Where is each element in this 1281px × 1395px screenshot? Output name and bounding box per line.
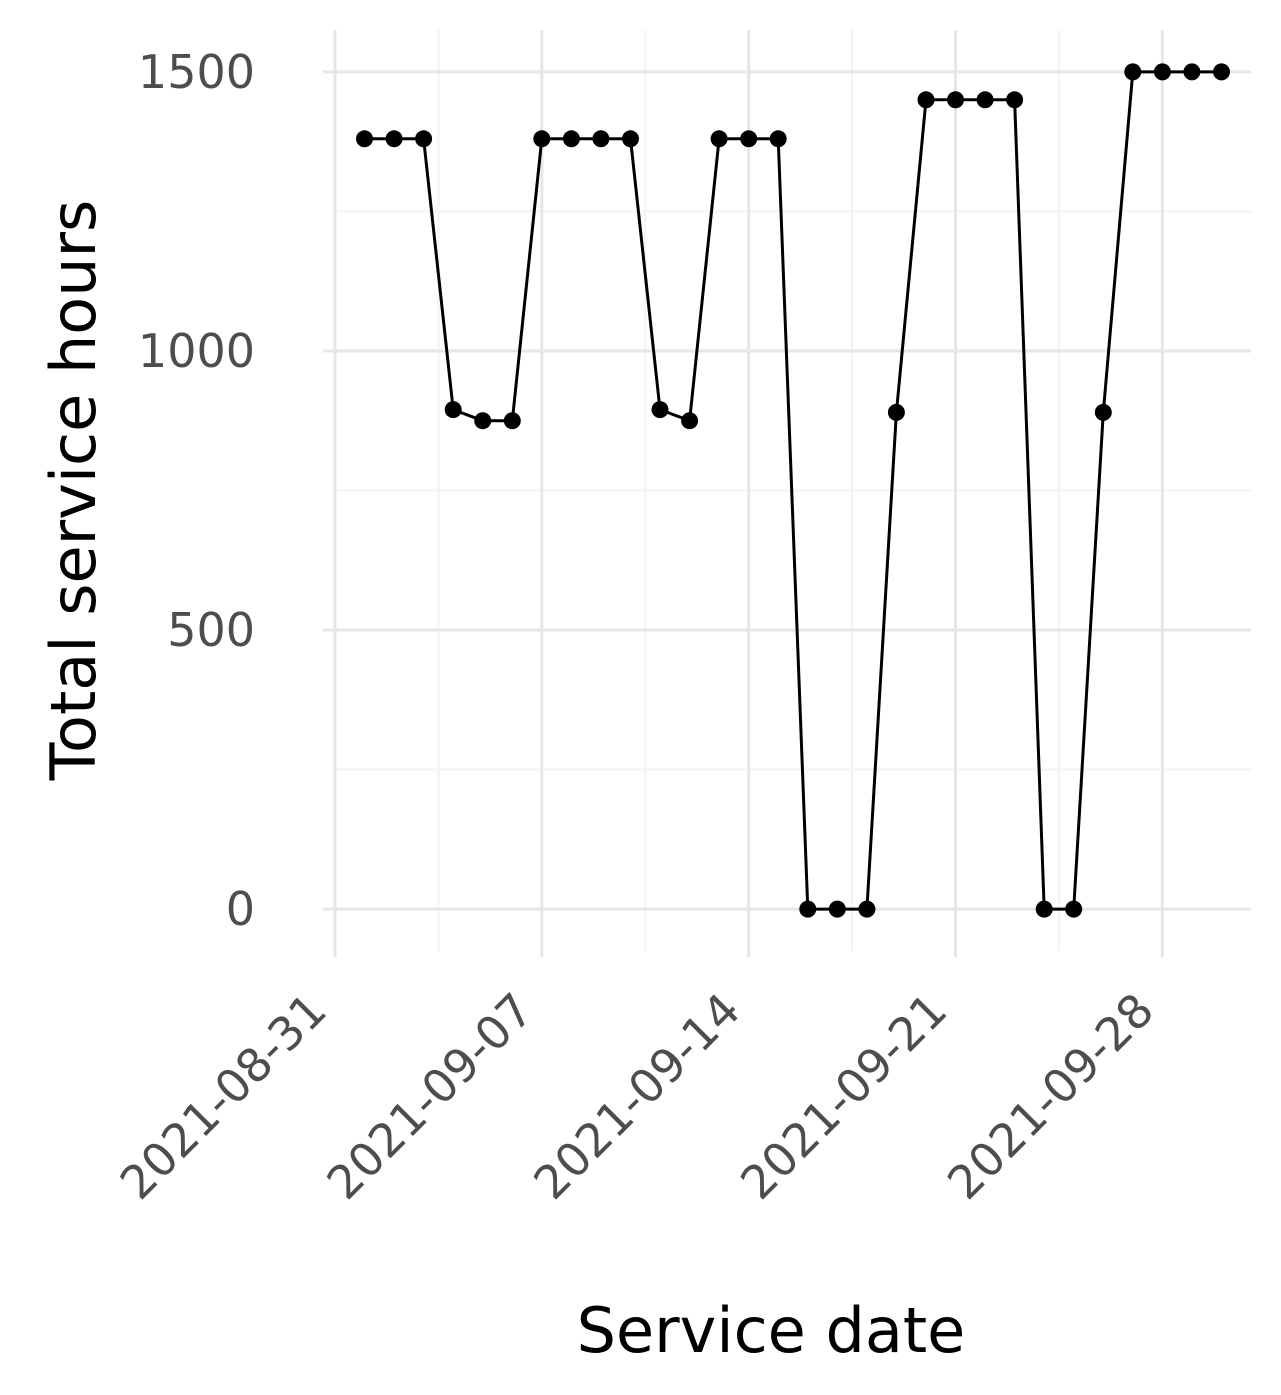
data-point (1124, 63, 1142, 81)
data-point (1213, 63, 1230, 81)
axis-ticks (323, 70, 1164, 957)
x-tick-label: 2021-09-14 (523, 983, 750, 1210)
y-tick-label: 500 (167, 603, 255, 657)
x-axis-title: Service date (577, 1294, 966, 1367)
data-point (474, 412, 492, 430)
x-tick-labels: 2021-08-312021-09-072021-09-142021-09-21… (110, 983, 1165, 1210)
data-point (917, 91, 935, 109)
data-point (858, 900, 876, 918)
data-point (562, 130, 580, 148)
x-tick-label: 2021-08-31 (110, 983, 337, 1210)
data-point (947, 91, 964, 109)
data-point (976, 91, 994, 109)
y-axis-title: Total service hours (37, 200, 110, 782)
data-point (769, 130, 787, 148)
data-point (1065, 900, 1083, 918)
data-point (740, 130, 758, 148)
data-point (1035, 900, 1053, 918)
data-point (828, 900, 846, 918)
data-point (799, 900, 817, 918)
y-tick-label: 0 (226, 882, 255, 936)
data-point (356, 130, 373, 148)
y-tick-labels: 0 500 1000 1500 (138, 45, 255, 936)
data-point (1094, 403, 1112, 421)
data-point (1006, 91, 1024, 109)
data-point (622, 130, 639, 148)
series-layer (356, 63, 1230, 918)
data-point (887, 403, 905, 421)
data-point (533, 130, 551, 148)
data-point (710, 130, 728, 148)
data-point (592, 130, 610, 148)
data-point (1183, 63, 1201, 81)
y-tick-label: 1000 (138, 324, 255, 378)
x-tick-label: 2021-09-07 (316, 983, 543, 1210)
x-tick-label: 2021-09-21 (730, 983, 957, 1210)
data-point (415, 130, 433, 148)
data-point (651, 401, 669, 419)
data-point (503, 412, 521, 430)
data-point (385, 130, 403, 148)
data-point (1153, 63, 1171, 81)
x-tick-label: 2021-09-28 (937, 983, 1164, 1210)
data-point (444, 401, 462, 419)
grid-major (333, 30, 1251, 951)
data-point (681, 412, 699, 430)
y-tick-label: 1500 (138, 45, 255, 99)
